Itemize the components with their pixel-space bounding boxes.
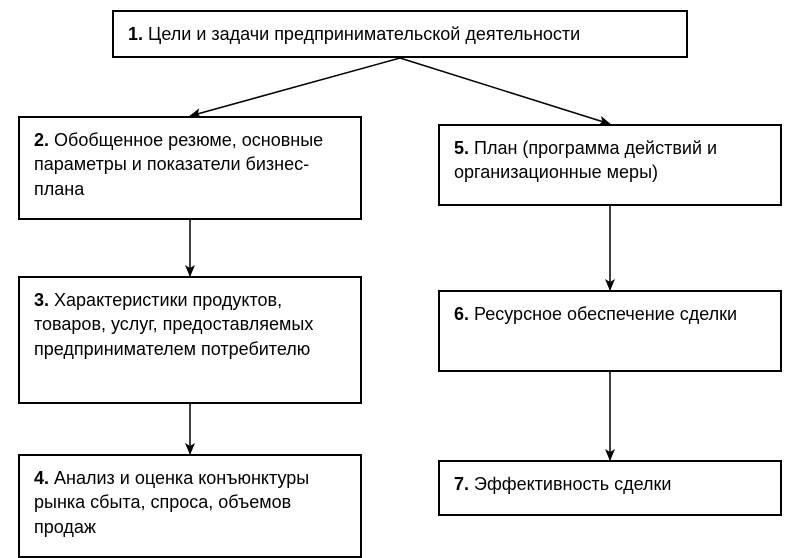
flowchart-canvas: 1. Цели и задачи предпринимательской дея… — [0, 0, 800, 543]
node-7: 7. Эффективность сделки — [438, 460, 782, 516]
node-2-label: Обобщенное резюме, основные параметры и … — [34, 130, 323, 199]
node-6-label: Ресурсное обеспечение сделки — [474, 304, 737, 324]
node-4-num: 4. — [34, 468, 49, 488]
node-1: 1. Цели и задачи предпринимательской дея… — [112, 10, 688, 58]
node-1-num: 1. — [128, 24, 143, 44]
node-6-num: 6. — [454, 304, 469, 324]
node-2: 2. Обобщенное резюме, основные параметры… — [18, 116, 362, 220]
node-7-num: 7. — [454, 474, 469, 494]
node-4: 4. Анализ и оценка конъюнк­туры рынка сб… — [18, 454, 362, 558]
node-5-label: План (программа действий и организационн… — [454, 138, 717, 182]
node-3: 3. Характеристики продуктов, товаров, ус… — [18, 276, 362, 404]
node-6: 6. Ресурсное обеспечение сделки — [438, 290, 782, 372]
node-3-label: Характеристики продуктов, товаров, услуг… — [34, 290, 313, 359]
node-4-label: Анализ и оценка конъюнк­туры рынка сбыта… — [34, 468, 309, 537]
node-7-label: Эффективность сделки — [474, 474, 671, 494]
node-2-num: 2. — [34, 130, 49, 150]
node-1-label: Цели и задачи предпринимательской деятел… — [148, 24, 580, 44]
node-5-num: 5. — [454, 138, 469, 158]
node-5: 5. План (программа действий и организаци… — [438, 124, 782, 206]
node-3-num: 3. — [34, 290, 49, 310]
